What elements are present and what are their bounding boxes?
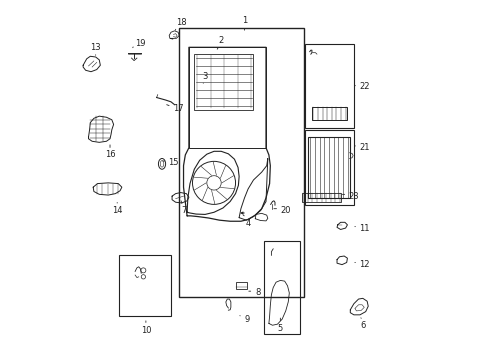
- Bar: [264, 241, 300, 334]
- Text: 13: 13: [90, 43, 101, 52]
- Bar: [194, 54, 253, 110]
- Bar: [308, 137, 349, 198]
- Bar: [311, 107, 346, 120]
- Text: 6: 6: [360, 321, 365, 330]
- Bar: [305, 44, 353, 128]
- Bar: [119, 255, 171, 316]
- Text: 5: 5: [277, 324, 283, 333]
- Text: 21: 21: [359, 143, 369, 152]
- Bar: [301, 193, 341, 202]
- Text: 17: 17: [172, 104, 183, 113]
- Text: 19: 19: [135, 39, 145, 48]
- Text: 7: 7: [181, 206, 186, 215]
- Text: 18: 18: [176, 18, 186, 27]
- Text: 16: 16: [104, 150, 115, 159]
- Text: 23: 23: [348, 192, 358, 201]
- Text: 14: 14: [112, 206, 122, 215]
- Text: 9: 9: [244, 315, 249, 324]
- Text: 3: 3: [202, 72, 207, 81]
- Text: 15: 15: [168, 158, 179, 167]
- Bar: [179, 28, 303, 297]
- Text: 1: 1: [242, 16, 246, 25]
- Text: 2: 2: [218, 36, 224, 45]
- Text: 12: 12: [359, 260, 369, 269]
- Text: 8: 8: [255, 288, 260, 297]
- Text: 22: 22: [359, 82, 369, 91]
- Bar: [235, 282, 246, 289]
- Text: 4: 4: [245, 219, 250, 228]
- Text: 10: 10: [141, 326, 151, 335]
- Text: 20: 20: [280, 206, 290, 215]
- Bar: [188, 47, 265, 148]
- Text: 11: 11: [359, 224, 369, 233]
- Bar: [305, 130, 353, 205]
